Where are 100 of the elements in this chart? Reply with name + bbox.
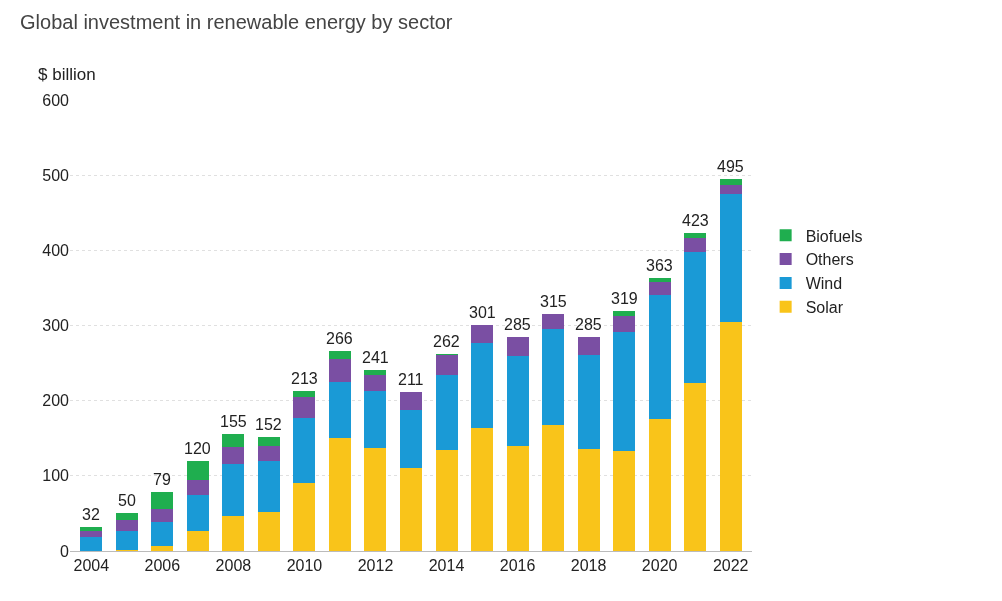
bar xyxy=(577,336,600,355)
bar xyxy=(506,336,529,357)
bar xyxy=(186,479,209,495)
legend-label: Others xyxy=(805,251,854,269)
bar xyxy=(328,438,351,551)
bar xyxy=(542,424,565,551)
bar xyxy=(293,482,316,551)
x-tick-label: 2014 xyxy=(428,557,465,575)
bar xyxy=(186,530,209,551)
bar xyxy=(399,410,423,469)
total-label: 120 xyxy=(184,440,211,457)
bar xyxy=(648,294,671,419)
x-tick-label: 2004 xyxy=(73,557,110,575)
bar xyxy=(151,521,174,547)
bar xyxy=(80,537,103,551)
total-label: 211 xyxy=(398,371,424,388)
bar xyxy=(648,418,671,551)
bar xyxy=(684,233,707,239)
total-label: 50 xyxy=(118,492,136,509)
bar xyxy=(115,520,138,531)
total-label: 152 xyxy=(255,416,282,433)
bar xyxy=(648,278,671,282)
bar xyxy=(364,375,387,391)
bar xyxy=(577,354,600,449)
bar xyxy=(719,322,742,551)
bar xyxy=(222,463,245,516)
bar xyxy=(257,511,280,551)
bar xyxy=(364,390,387,449)
bar xyxy=(186,494,209,531)
total-label: 315 xyxy=(540,293,567,310)
bar xyxy=(719,184,742,194)
bar xyxy=(435,354,458,376)
bar xyxy=(684,251,707,384)
bar xyxy=(435,449,458,551)
bar xyxy=(257,460,280,512)
bar xyxy=(293,396,316,418)
bar xyxy=(186,460,209,480)
bar xyxy=(257,436,280,446)
bar xyxy=(719,178,742,185)
bar xyxy=(471,427,494,551)
bar xyxy=(151,508,174,522)
total-label: 423 xyxy=(682,212,709,229)
bar xyxy=(435,375,458,450)
total-label: 155 xyxy=(220,413,247,430)
bar xyxy=(222,515,245,551)
legend-label: Solar xyxy=(805,298,844,316)
bar xyxy=(684,238,707,252)
bar xyxy=(506,445,529,551)
bar xyxy=(364,369,387,376)
total-label: 301 xyxy=(469,304,496,321)
bar xyxy=(328,351,351,359)
x-tick-label: 2022 xyxy=(712,557,749,575)
y-axis-title: $ billion xyxy=(38,65,96,84)
bar xyxy=(399,468,423,551)
bar xyxy=(80,526,103,531)
bar xyxy=(115,530,138,551)
x-tick-label: 2016 xyxy=(499,557,536,575)
bar xyxy=(471,342,494,428)
x-tick-label: 2018 xyxy=(570,557,607,575)
total-label: 495 xyxy=(717,158,744,175)
bar xyxy=(577,448,600,551)
bar xyxy=(648,281,671,295)
bar xyxy=(151,546,174,551)
x-tick-label: 2010 xyxy=(286,557,323,575)
total-label: 319 xyxy=(611,290,638,307)
bar xyxy=(613,311,636,316)
bar xyxy=(542,329,565,425)
bar xyxy=(364,448,387,551)
total-label: 241 xyxy=(362,349,389,366)
y-tick-label: 100 xyxy=(42,467,70,485)
bar xyxy=(719,193,742,323)
y-tick-label: 400 xyxy=(42,241,70,259)
total-label: 79 xyxy=(153,471,171,488)
bar xyxy=(222,447,245,464)
legend-label: Biofuels xyxy=(805,227,863,245)
bar xyxy=(328,381,351,439)
bar xyxy=(613,315,636,333)
bar xyxy=(222,434,245,448)
bar xyxy=(293,390,316,397)
bar xyxy=(399,392,423,411)
y-tick-label: 300 xyxy=(42,317,70,335)
bar xyxy=(506,356,529,446)
y-tick-label: 500 xyxy=(42,166,70,184)
total-label: 32 xyxy=(82,506,100,523)
bar xyxy=(684,383,707,551)
bar xyxy=(471,324,494,343)
bar xyxy=(542,314,565,330)
total-label: 262 xyxy=(433,333,460,350)
total-label: 266 xyxy=(326,330,353,347)
y-tick-label: 600 xyxy=(42,91,70,109)
bar xyxy=(293,417,316,483)
bar xyxy=(613,451,636,551)
total-label: 285 xyxy=(504,316,531,333)
y-tick-label: 0 xyxy=(60,542,70,560)
x-tick-label: 2008 xyxy=(215,557,252,575)
bar xyxy=(257,445,280,461)
y-tick-label: 200 xyxy=(42,392,70,410)
x-tick-label: 2012 xyxy=(357,557,394,575)
bar xyxy=(613,332,636,452)
bar xyxy=(328,358,351,382)
